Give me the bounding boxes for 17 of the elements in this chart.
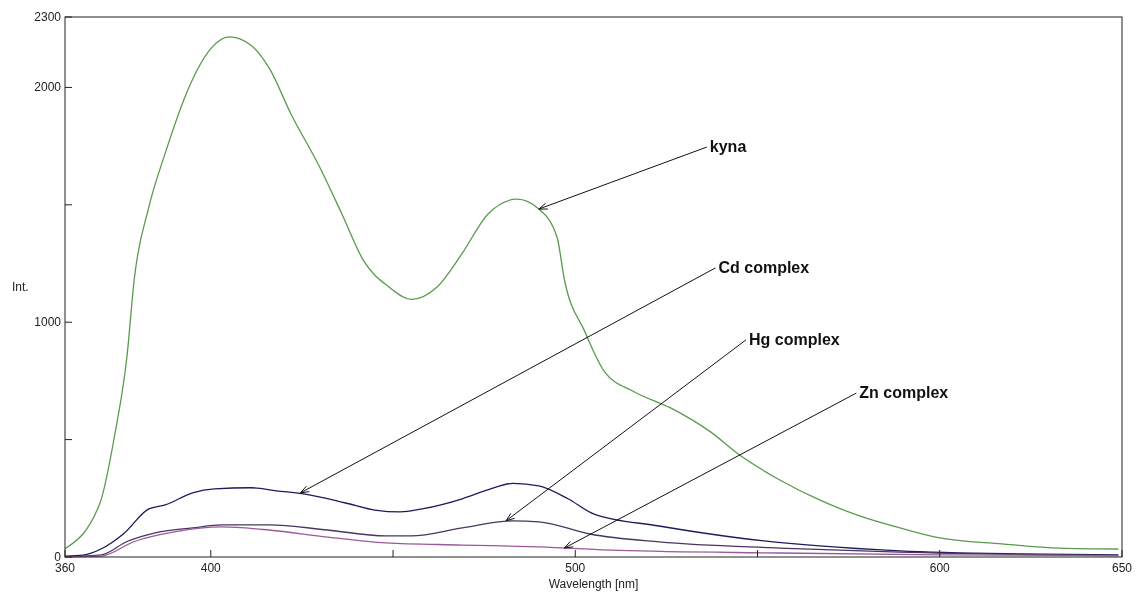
annotation: Zn complex — [859, 384, 949, 402]
x-axis-title: Wavelength [nm] — [548, 577, 639, 591]
x-tick-label: 600 — [929, 561, 951, 575]
y-tick-label: 1000 — [34, 315, 62, 330]
annotation: Hg complex — [749, 330, 840, 348]
x-tick-label: 360 — [54, 561, 76, 575]
annotation: kyna — [709, 138, 747, 156]
annotation: Cd complex — [718, 258, 810, 276]
x-tick-label: 650 — [1111, 561, 1133, 575]
x-tick-label: 500 — [565, 561, 586, 575]
y-tick-label: 2300 — [34, 10, 62, 24]
line-series — [64, 36, 1120, 550]
line-series — [64, 482, 1120, 557]
y-tick-label: 0 — [54, 550, 62, 564]
y-axis-title: Int. — [12, 280, 29, 294]
x-tick-label: 400 — [200, 561, 222, 575]
y-tick-label: 2000 — [34, 80, 62, 95]
